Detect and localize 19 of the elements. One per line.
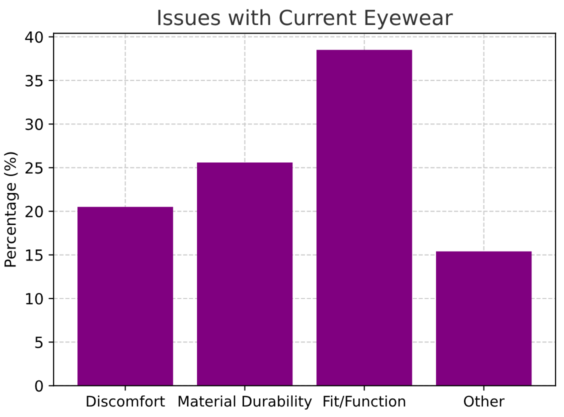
- y-tick-label: 0: [35, 380, 43, 392]
- y-tick-label: 35: [26, 74, 43, 86]
- x-tick-label: Discomfort: [86, 395, 165, 407]
- y-axis-title: Percentage (%): [4, 152, 19, 267]
- bar: [196, 162, 293, 386]
- y-tick-label: 20: [26, 206, 43, 218]
- bar: [77, 206, 174, 386]
- y-tick-label: 15: [26, 250, 43, 261]
- bar: [316, 50, 412, 386]
- bar: [436, 251, 532, 386]
- chart-title: Issues with Current Eyewear: [158, 9, 453, 30]
- y-tick-label: 40: [25, 31, 43, 43]
- x-tick-label: Material Durability: [178, 395, 312, 410]
- y-tick-label: 30: [26, 118, 43, 130]
- y-tick-label: 25: [26, 162, 43, 174]
- x-tick-label: Fit/Function: [324, 395, 406, 408]
- y-tick-label: 5: [35, 336, 43, 348]
- y-tick-label: 10: [26, 292, 43, 305]
- x-tick-label: Other: [464, 395, 505, 407]
